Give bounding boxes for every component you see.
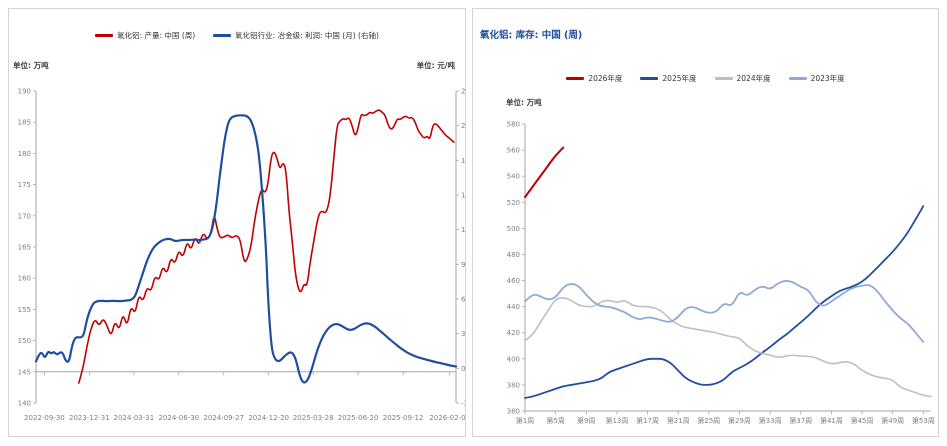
svg-text:2,100: 2,100 — [461, 122, 465, 130]
legend-item: 氧化铝: 产量: 中国 (周) — [95, 30, 195, 41]
svg-text:2026-02-06: 2026-02-06 — [429, 414, 465, 422]
svg-text:第53周: 第53周 — [912, 416, 935, 425]
svg-text:300: 300 — [461, 330, 465, 338]
legend-label: 2023年度 — [810, 74, 845, 83]
svg-text:2025-09-12: 2025-09-12 — [383, 414, 424, 422]
svg-text:第37周: 第37周 — [789, 416, 812, 425]
svg-text:420: 420 — [507, 329, 520, 337]
legend-label: 氧化铝行业: 冶金级: 利润: 中国 (月) (右轴) — [235, 31, 379, 40]
svg-text:第17周: 第17周 — [636, 416, 659, 425]
svg-text:第29周: 第29周 — [728, 416, 751, 425]
svg-text:145: 145 — [18, 368, 31, 376]
chart-title-inventory: 氧化铝: 库存: 中国 (周) — [480, 30, 583, 41]
svg-text:560: 560 — [507, 147, 520, 155]
legend-label: 氧化铝: 产量: 中国 (周) — [117, 31, 196, 40]
svg-text:2025-06-20: 2025-06-20 — [338, 414, 379, 422]
legend-swatch-icon — [566, 77, 585, 80]
svg-text:2022-09-30: 2022-09-30 — [24, 414, 65, 422]
panel-production-profit: 氧化铝: 产量: 中国 (周) 氧化铝行业: 冶金级: 利润: 中国 (月) (右… — [8, 8, 466, 437]
svg-text:1,200: 1,200 — [461, 226, 465, 234]
legend-item: 氧化铝行业: 冶金级: 利润: 中国 (月) (右轴) — [213, 30, 379, 41]
svg-text:165: 165 — [18, 244, 31, 252]
svg-text:400: 400 — [507, 355, 520, 363]
svg-text:第49周: 第49周 — [881, 416, 904, 425]
svg-text:2025-03-28: 2025-03-28 — [293, 414, 334, 422]
line-chart-production-profit: 140 145 150 155 160 165 170 175 180 185 190 -300 0 30… — [18, 88, 465, 422]
svg-text:160: 160 — [18, 275, 31, 283]
legend-item: 2024年度 — [714, 73, 771, 84]
svg-text:900: 900 — [461, 261, 465, 269]
svg-text:第1周: 第1周 — [516, 416, 534, 425]
svg-text:2024-06-30: 2024-06-30 — [158, 414, 199, 422]
legend-swatch-icon — [788, 77, 807, 80]
svg-text:第45周: 第45周 — [851, 416, 874, 425]
svg-text:480: 480 — [507, 251, 520, 259]
svg-text:1,800: 1,800 — [461, 157, 465, 165]
legend-production-profit: 氧化铝: 产量: 中国 (周) 氧化铝行业: 冶金级: 利润: 中国 (月) (右… — [9, 30, 465, 41]
svg-text:2024-09-27: 2024-09-27 — [203, 414, 244, 422]
svg-text:第13周: 第13周 — [605, 416, 628, 425]
svg-text:第5周: 第5周 — [546, 416, 564, 425]
legend-swatch-icon — [714, 77, 733, 80]
svg-text:155: 155 — [18, 306, 31, 314]
legend-inventory: 2026年度 2025年度 2024年度 2023年度 — [473, 73, 938, 84]
svg-text:150: 150 — [18, 337, 31, 345]
svg-text:170: 170 — [18, 212, 31, 220]
svg-text:380: 380 — [507, 381, 520, 389]
legend-label: 2024年度 — [736, 74, 771, 83]
svg-text:460: 460 — [507, 277, 520, 285]
svg-text:360: 360 — [507, 408, 520, 416]
svg-text:520: 520 — [507, 199, 520, 207]
svg-text:第9周: 第9周 — [577, 416, 595, 425]
svg-text:第33周: 第33周 — [759, 416, 782, 425]
legend-item: 2023年度 — [788, 73, 845, 84]
unit-label-axis: 单位: 万吨 — [506, 98, 542, 107]
svg-text:140: 140 — [18, 400, 31, 408]
legend-item: 2026年度 — [566, 73, 622, 84]
svg-text:2024-12-20: 2024-12-20 — [248, 414, 289, 422]
legend-item: 2025年度 — [640, 73, 697, 84]
svg-text:2024-03-31: 2024-03-31 — [114, 414, 155, 422]
svg-text:第25周: 第25周 — [697, 416, 720, 425]
svg-text:第41周: 第41周 — [820, 416, 843, 425]
svg-text:540: 540 — [507, 173, 520, 181]
legend-swatch-icon — [640, 77, 659, 80]
svg-text:2,400: 2,400 — [461, 88, 465, 96]
svg-text:600: 600 — [461, 296, 465, 304]
svg-text:175: 175 — [18, 181, 31, 189]
svg-text:-300: -300 — [461, 400, 465, 408]
svg-text:440: 440 — [507, 303, 520, 311]
unit-label-right-axis: 单位: 元/吨 — [416, 61, 455, 70]
svg-text:180: 180 — [18, 150, 31, 158]
panel-inventory: 氧化铝: 库存: 中国 (周) 2026年度 2025年度 2024年度 2023年度… — [472, 8, 939, 437]
svg-text:185: 185 — [18, 119, 31, 127]
legend-label: 2026年度 — [588, 74, 623, 83]
svg-text:0: 0 — [461, 365, 465, 373]
legend-swatch-icon — [213, 34, 232, 37]
unit-label-left-axis: 单位: 万吨 — [13, 61, 49, 70]
svg-text:190: 190 — [18, 88, 31, 96]
svg-text:1,500: 1,500 — [461, 192, 465, 200]
legend-label: 2025年度 — [662, 74, 697, 83]
svg-text:第21周: 第21周 — [667, 416, 690, 425]
svg-text:580: 580 — [507, 121, 520, 129]
svg-text:2023-12-31: 2023-12-31 — [69, 414, 110, 422]
line-chart-inventory: 360 380 400 420 440 460 480 500 520 540 560 580 第1周 第… — [507, 121, 935, 426]
legend-swatch-icon — [95, 34, 114, 37]
svg-text:500: 500 — [507, 225, 520, 233]
